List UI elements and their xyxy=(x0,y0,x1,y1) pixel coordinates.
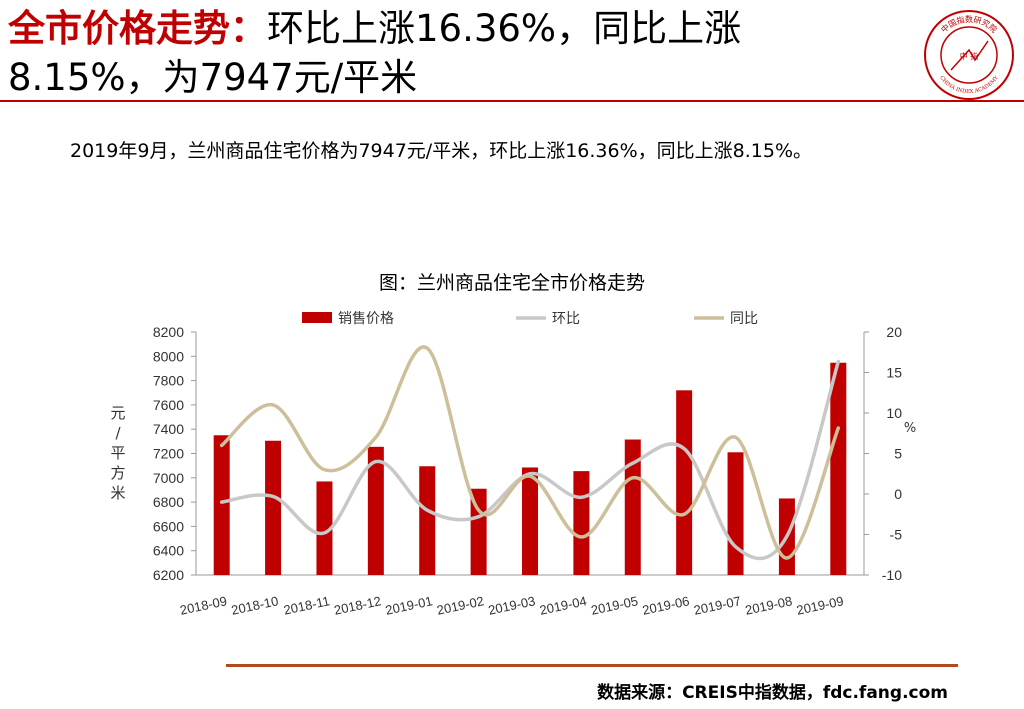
x-tick-label: 2019-06 xyxy=(641,593,691,618)
y2-axis-label: % xyxy=(904,421,916,436)
x-tick-label: 2019-09 xyxy=(795,593,845,618)
legend-swatch-price xyxy=(302,312,332,323)
price-bar xyxy=(265,440,282,575)
page-title-rest: 环比上涨16.36%，同比上涨 xyxy=(267,7,742,50)
legend-label-price: 销售价格 xyxy=(338,311,394,327)
y-axis-label-char: 方 xyxy=(110,464,125,482)
y-tick-label: 6600 xyxy=(153,518,184,534)
y-tick-label: 6200 xyxy=(153,567,184,583)
price-bar xyxy=(624,439,641,575)
page-title-highlight: 全市价格走势： xyxy=(8,7,267,50)
y-axis-label-char: 元 xyxy=(110,404,125,422)
y2-tick-label: -10 xyxy=(882,567,902,583)
price-bar xyxy=(213,435,230,575)
chart-title: 图：兰州商品住宅全市价格走势 xyxy=(378,272,645,294)
price-bar xyxy=(573,471,590,575)
y2-tick-label: 0 xyxy=(894,486,902,502)
y-tick-label: 8200 xyxy=(153,324,184,340)
y-tick-label: 7400 xyxy=(153,421,184,437)
line-series xyxy=(219,345,841,561)
summary-text: 2019年9月，兰州商品住宅价格为7947元/平米，环比上涨16.36%，同比上… xyxy=(70,140,813,162)
price-bar xyxy=(727,452,744,575)
price-bar xyxy=(830,362,847,575)
y-tick-label: 7000 xyxy=(153,470,184,486)
x-tick-label: 2018-10 xyxy=(230,593,280,618)
y-tick-label: 7200 xyxy=(153,446,184,462)
x-tick-label: 2018-12 xyxy=(333,593,383,618)
x-axis-ticks: 2018-09 2018-10 2018-11 2018-12 2019-01 2019-… xyxy=(179,593,845,618)
x-tick-label: 2018-11 xyxy=(282,593,331,617)
price-bar xyxy=(367,446,384,575)
price-bar xyxy=(470,488,487,575)
chart-axes: 8200 8000 7800 7600 7400 7200 7000 6800 6600 6400… xyxy=(110,324,916,583)
bar-series xyxy=(213,362,847,575)
price-bar xyxy=(316,481,333,575)
logo-center-text: 中 指 xyxy=(960,51,979,61)
yoy-line xyxy=(219,345,841,560)
y-tick-label: 6400 xyxy=(153,543,184,559)
y-tick-label: 8000 xyxy=(153,348,184,364)
x-tick-label: 2018-09 xyxy=(179,593,229,618)
y-tick-label: 6800 xyxy=(153,494,184,510)
y2-tick-label: 20 xyxy=(886,324,902,340)
china-index-academy-logo: 中国指数研究院 CHINA INDEX ACADEMY 中 指 xyxy=(924,10,1014,100)
x-tick-label: 2019-02 xyxy=(435,593,485,618)
price-bar xyxy=(522,467,538,575)
page-title-line2: 8.15%，为7947元/平米 xyxy=(8,56,418,99)
x-tick-label: 2019-01 xyxy=(384,593,434,618)
y2-tick-label: 10 xyxy=(886,405,902,421)
page-title: 全市价格走势：环比上涨16.36%，同比上涨 8.15%，为7947元/平米 xyxy=(8,4,908,102)
mom-line xyxy=(219,359,841,561)
x-tick-label: 2019-07 xyxy=(692,593,742,618)
chart-legend: 销售价格 环比 同比 xyxy=(302,311,758,327)
legend-label-mom: 环比 xyxy=(552,311,580,327)
y-tick-label: 7600 xyxy=(153,397,184,413)
x-tick-label: 2019-08 xyxy=(744,593,794,618)
x-tick-label: 2019-03 xyxy=(487,593,537,618)
data-source: 数据来源：CREIS中指数据，fdc.fang.com xyxy=(597,683,948,703)
x-tick-label: 2019-04 xyxy=(538,593,588,618)
price-bar xyxy=(676,390,693,575)
y-axis-label-char: / xyxy=(115,424,121,442)
price-bar xyxy=(419,466,436,575)
y-tick-label: 7800 xyxy=(153,373,184,389)
legend-label-yoy: 同比 xyxy=(730,311,758,327)
y-axis-label-char: 平 xyxy=(110,444,125,462)
y2-tick-label: 15 xyxy=(886,365,902,381)
y-axis-label-char: 米 xyxy=(110,484,125,502)
y2-tick-label: 5 xyxy=(894,446,902,462)
price-trend-chart: 销售价格 环比 同比 8200 8000 7800 7600 7400 7200 7000 680… xyxy=(110,311,916,618)
header-divider xyxy=(0,100,1024,102)
y2-tick-label: -5 xyxy=(890,527,903,543)
x-tick-label: 2019-05 xyxy=(590,593,640,618)
footer-divider xyxy=(226,664,958,667)
